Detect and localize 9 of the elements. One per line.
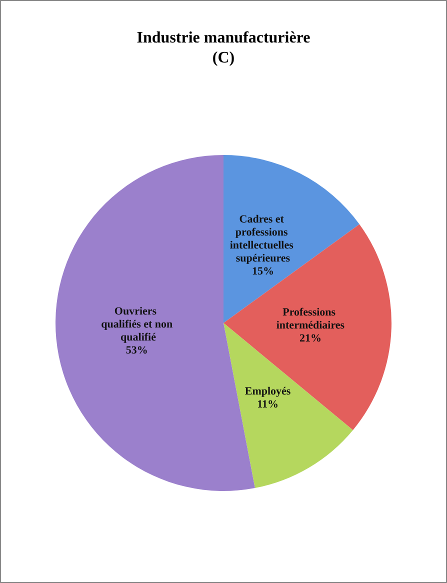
- slice-label: Cadres et professions intellectuelles supérieures: [230, 213, 296, 264]
- slice-label: Ouvriers qualifiés et non qualifié: [101, 306, 173, 344]
- data-label: 53%: [126, 344, 148, 357]
- data-label: 15%: [252, 265, 274, 278]
- data-label: 21%: [299, 332, 322, 345]
- slice-label: Professions intermédiaires: [276, 306, 346, 332]
- data-label: 11%: [257, 398, 278, 410]
- chart-title: Industrie manufacturière (C): [136, 30, 310, 66]
- slice-label: Employés: [244, 385, 292, 398]
